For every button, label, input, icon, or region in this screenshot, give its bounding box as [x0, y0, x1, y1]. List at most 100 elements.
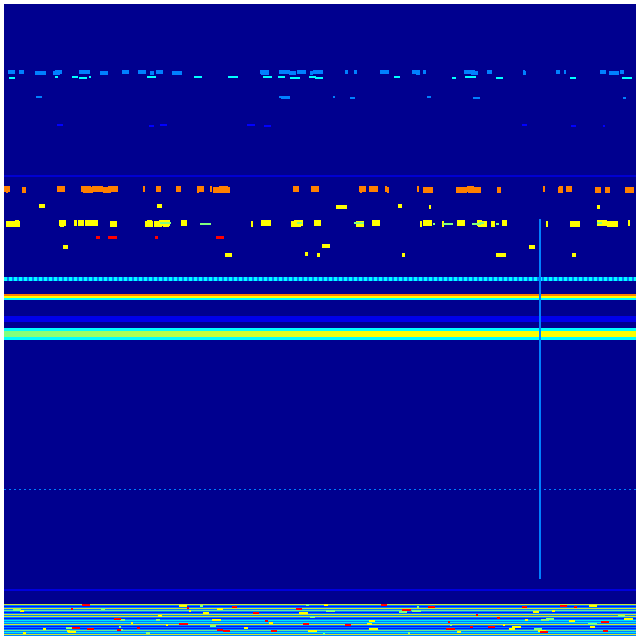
heat-segment [212, 619, 221, 621]
heat-segment [570, 77, 576, 79]
heat-segment [314, 220, 321, 226]
band-faint-low [4, 589, 636, 591]
heat-segment [200, 605, 203, 607]
heat-segment [223, 630, 230, 632]
heat-segment [448, 621, 450, 623]
heat-segment [589, 605, 597, 607]
band-green-core [4, 331, 636, 337]
heat-segment [262, 220, 271, 226]
heat-segment [360, 187, 362, 193]
heat-segment [265, 620, 268, 622]
heat-segment [350, 97, 355, 99]
heat-segment [96, 236, 100, 239]
heat-segment [117, 629, 121, 631]
heat-segment [423, 70, 426, 74]
heat-segment [72, 76, 78, 78]
heat-segment [452, 77, 456, 79]
heat-segment [310, 616, 315, 618]
heat-segment [6, 187, 8, 193]
heat-segment [354, 222, 364, 224]
heat-segment [55, 70, 62, 74]
band-bottom-row [4, 604, 636, 605]
heat-segment [394, 76, 400, 78]
heat-segment [625, 187, 634, 193]
spectrogram-heatmap [4, 4, 636, 636]
heat-segment [369, 186, 378, 192]
heat-segment [19, 70, 24, 74]
heat-segment [356, 221, 364, 227]
heat-segment [399, 611, 407, 613]
band-bottom-row [4, 628, 636, 629]
heat-segment [496, 223, 499, 225]
heat-segment [597, 222, 602, 224]
band-bottom-row [4, 614, 636, 615]
heat-segment [179, 623, 188, 625]
heat-segment [429, 205, 431, 209]
heat-segment [491, 221, 495, 227]
heat-segment [488, 626, 495, 628]
heat-segment [354, 70, 357, 74]
band-dotted-cyan [4, 277, 636, 281]
heat-segment [149, 125, 154, 127]
heat-segment [290, 77, 300, 79]
band-dotted-faint [4, 489, 636, 490]
heat-segment [345, 70, 348, 74]
heat-segment [197, 187, 199, 193]
heat-segment [417, 186, 419, 192]
heat-segment [278, 76, 285, 78]
heat-segment [166, 624, 168, 626]
heat-segment [457, 631, 461, 633]
heat-segment [323, 633, 325, 635]
heat-segment [566, 186, 572, 192]
heat-segment [623, 97, 626, 99]
heat-segment [78, 220, 84, 226]
heat-segment [89, 76, 91, 78]
heat-segment [333, 96, 335, 98]
heat-segment [306, 604, 309, 606]
heat-segment [546, 618, 554, 620]
heat-segment [289, 71, 296, 75]
heat-segment [200, 223, 211, 225]
heat-segment [217, 608, 223, 610]
heat-segment [297, 222, 302, 224]
heat-segment [336, 205, 347, 209]
heat-segment [465, 76, 476, 78]
heat-segment [369, 628, 378, 630]
heat-segment [605, 187, 610, 193]
band-bottom-row [4, 630, 636, 631]
heat-segment [496, 77, 503, 79]
heat-segment [552, 610, 555, 612]
heat-segment [556, 70, 560, 74]
heat-segment [87, 628, 94, 630]
heat-segment [119, 629, 123, 631]
heat-segment [261, 71, 269, 75]
heat-segment [603, 125, 605, 127]
heat-segment [546, 221, 548, 227]
heat-segment [216, 236, 224, 239]
heat-segment [402, 253, 405, 257]
heat-segment [137, 627, 140, 629]
heat-segment [61, 220, 63, 226]
heat-segment [305, 252, 308, 256]
heat-segment [120, 619, 125, 621]
heat-segment [82, 604, 90, 606]
heat-segment [380, 70, 389, 74]
band-bottom-row [4, 606, 636, 607]
heat-segment [179, 605, 187, 607]
band-faint [4, 175, 636, 177]
heat-segment [398, 204, 402, 208]
heat-segment [529, 245, 535, 249]
heat-segment [79, 70, 90, 74]
heat-segment [313, 70, 323, 74]
heat-segment [181, 220, 187, 226]
band-bottom-row [4, 612, 636, 613]
heat-segment [446, 628, 455, 630]
heat-segment [156, 186, 161, 192]
heat-segment [281, 97, 290, 99]
heat-segment [299, 612, 308, 614]
heat-segment [443, 223, 453, 225]
heat-segment [479, 222, 484, 224]
heat-segment [311, 186, 319, 192]
heat-segment [228, 76, 238, 78]
heat-segment [468, 187, 475, 193]
